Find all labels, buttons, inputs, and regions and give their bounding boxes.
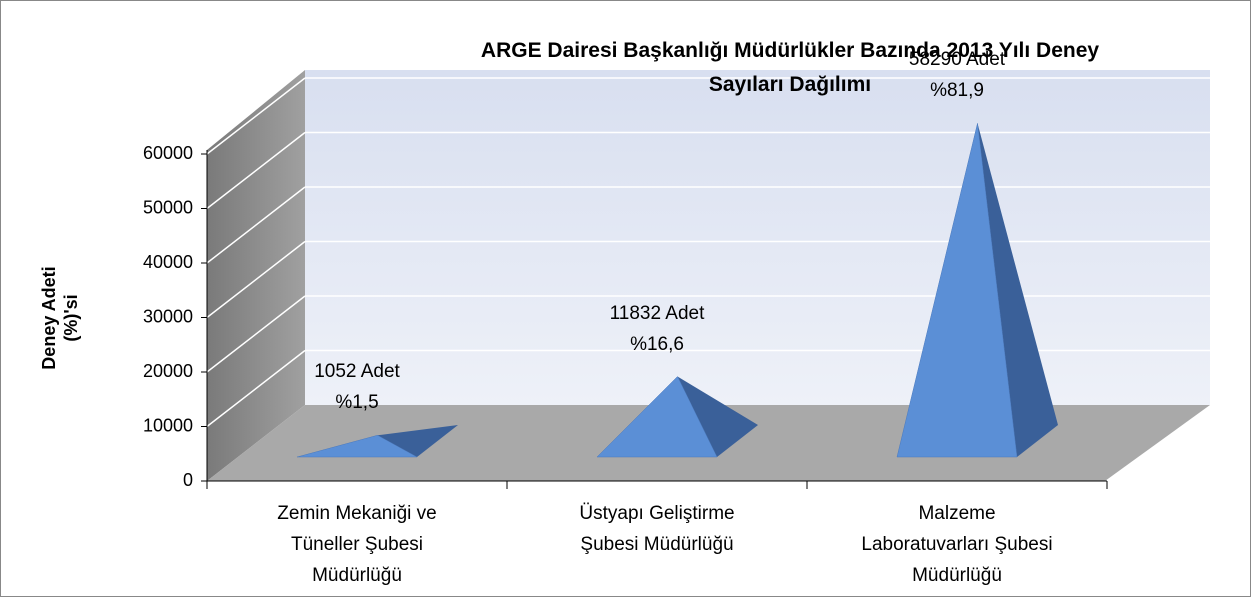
pyramid-front [296, 434, 418, 458]
pyramid-front [596, 376, 718, 458]
back-wall [305, 70, 1210, 405]
y-axis-label: Deney Adeti (%)'si [39, 266, 81, 370]
x-tick-label: Zemin Mekaniği ve Tüneller Şubesi Müdürl… [277, 503, 437, 586]
data-label: 58290 Adet [908, 49, 1006, 71]
y-tick-label: 40000 [143, 252, 193, 272]
pyramid-front [896, 123, 1018, 458]
data-label: %16,6 [630, 333, 684, 355]
grid-line [206, 240, 306, 319]
data-label: 1052 Adet [314, 361, 400, 383]
side-wall [207, 70, 305, 481]
chart-title: ARGE Dairesi Başkanlığı Müdürlükler Bazı… [480, 39, 1100, 96]
y-tick-label: 0 [183, 470, 193, 490]
grid-line [206, 186, 306, 264]
data-label: %1,5 [335, 392, 379, 414]
pyramid-side [377, 425, 458, 457]
y-tick-label: 50000 [143, 197, 193, 217]
y-tick-label: 60000 [143, 143, 193, 163]
y-tick-label: 30000 [143, 306, 193, 326]
pyramid-side [677, 376, 758, 457]
data-label: 11832 Adet [609, 302, 705, 324]
x-tick-label: Malzeme Laboratuvarları Şubesi Müdürlüğü [861, 503, 1053, 586]
grid-line [206, 77, 306, 155]
pyramid-side [977, 123, 1058, 457]
grid-line [206, 131, 306, 210]
x-tick-label: Üstyapı Geliştirme Şubesi Müdürlüğü [579, 503, 735, 555]
y-tick-label: 10000 [143, 415, 193, 435]
data-label: %81,9 [930, 80, 984, 102]
grid-line [206, 349, 306, 428]
grid-line [206, 295, 306, 373]
y-tick-label: 20000 [143, 361, 193, 381]
